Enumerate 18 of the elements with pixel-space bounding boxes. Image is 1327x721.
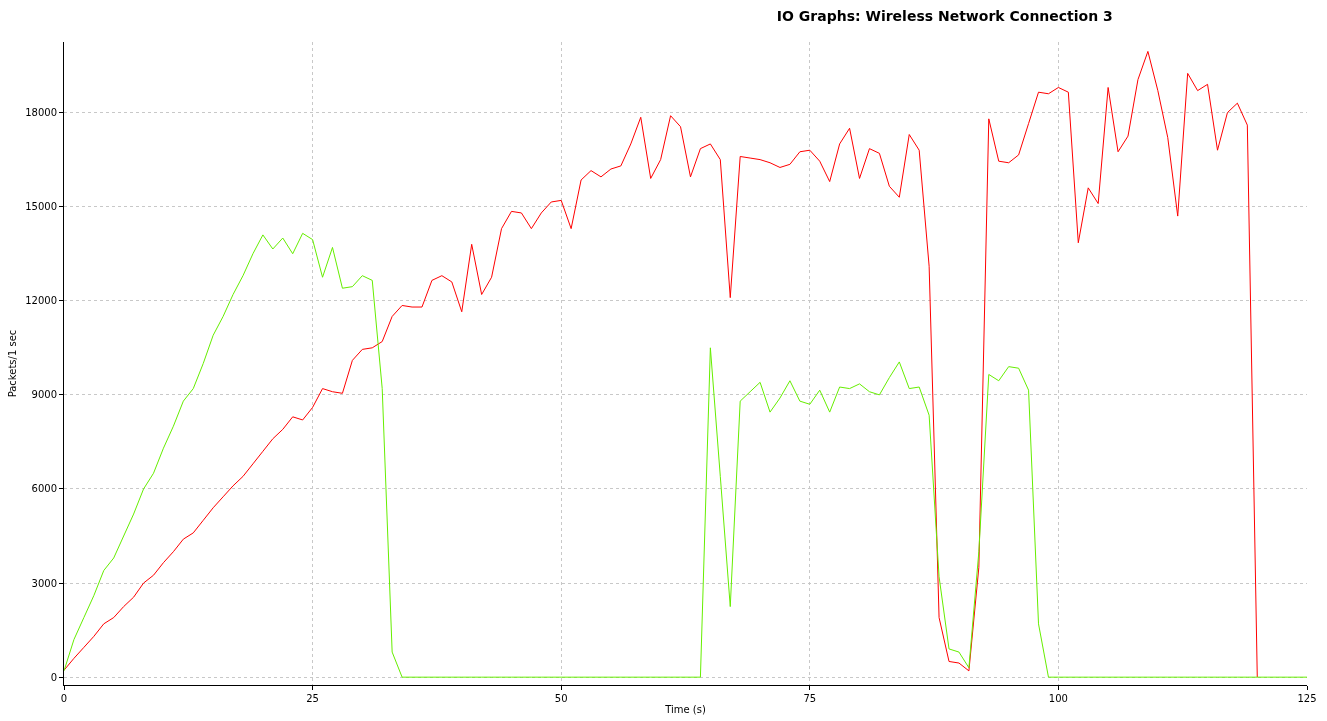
y-tick-label: 9000 xyxy=(31,389,57,401)
y-axis-title: Packets/1 sec xyxy=(7,329,19,398)
x-tick-label: 75 xyxy=(803,693,817,704)
x-tick-label: 25 xyxy=(306,693,319,704)
y-tick-label: 18000 xyxy=(25,107,57,119)
y-tick-label: 6000 xyxy=(31,483,57,495)
x-tick-label: 100 xyxy=(1048,693,1068,704)
y-tick-label: 3000 xyxy=(31,577,57,589)
x-axis-title: Time (s) xyxy=(664,703,706,715)
x-tick-label: 125 xyxy=(1297,693,1317,704)
x-tick-label: 50 xyxy=(554,693,568,704)
x-tick-label: 0 xyxy=(60,693,68,704)
y-tick-label: 15000 xyxy=(25,201,57,213)
y-tick-label: 0 xyxy=(50,671,57,683)
chart-title: IO Graphs: Wireless Network Connection 3 xyxy=(776,7,1113,24)
line-series xyxy=(64,50,1258,678)
line-series xyxy=(64,232,1307,678)
y-tick-label: 12000 xyxy=(25,295,57,307)
